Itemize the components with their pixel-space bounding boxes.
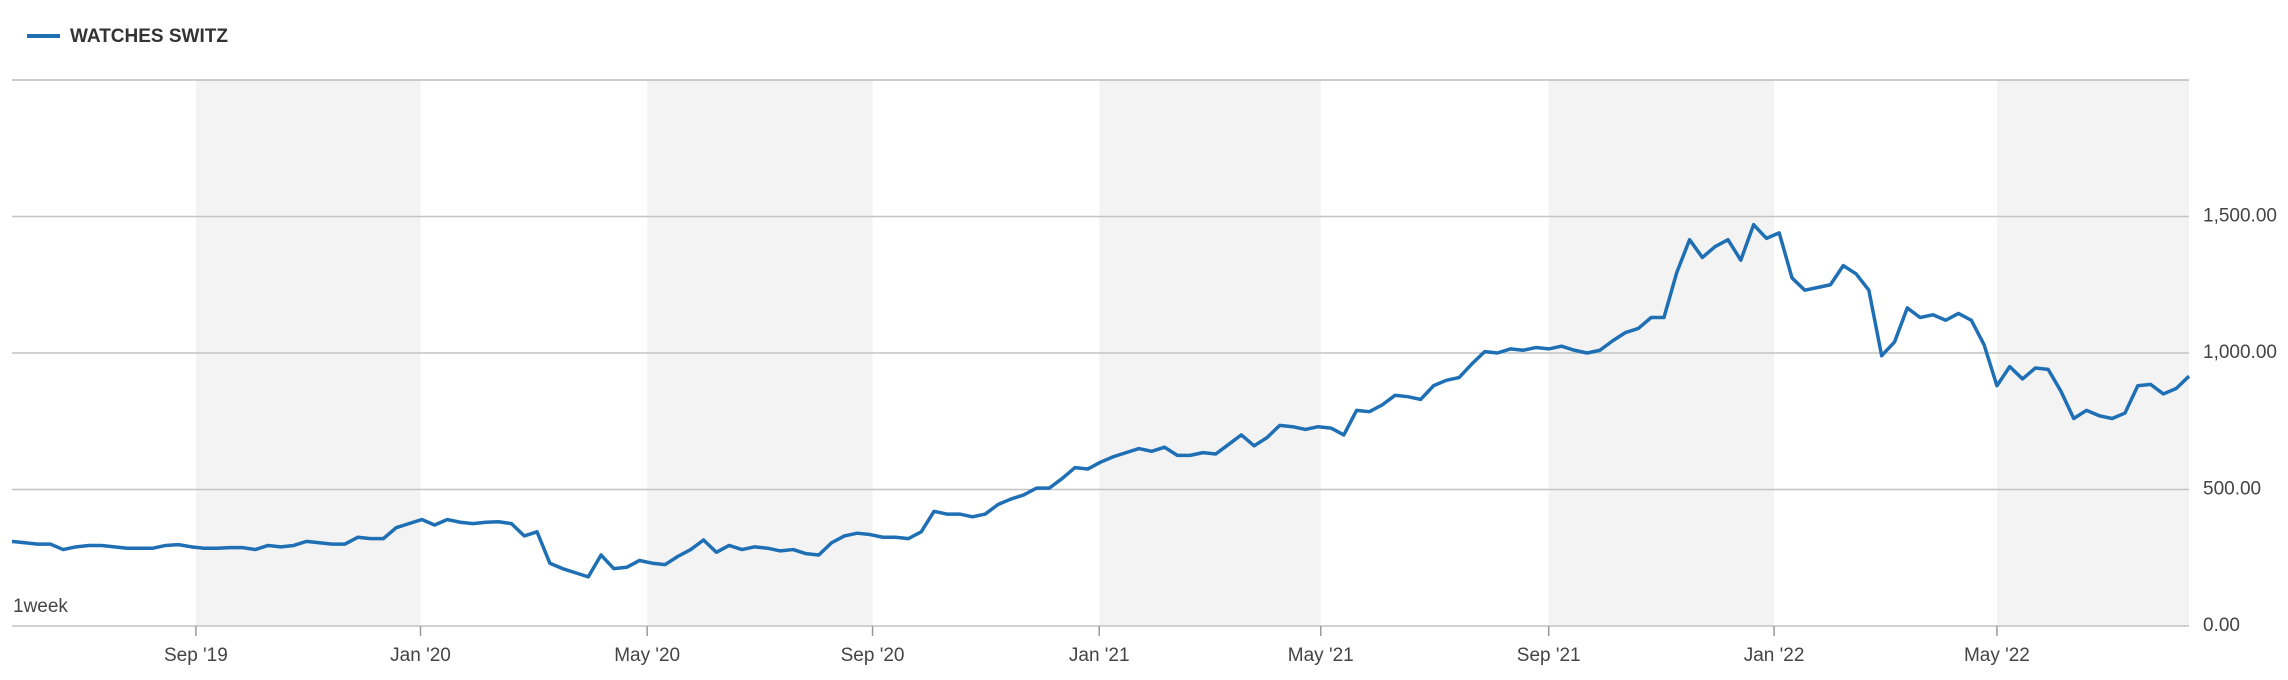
x-tick-label: May '22 xyxy=(1964,645,2030,666)
y-tick-label: 500.00 xyxy=(2203,479,2261,500)
x-tick-label: May '20 xyxy=(614,645,680,666)
x-tick-label: Jan '20 xyxy=(390,645,451,666)
x-tick-label: May '21 xyxy=(1288,645,1354,666)
y-tick-label: 1,000.00 xyxy=(2203,342,2277,363)
legend-label[interactable]: WATCHES SWITZ xyxy=(70,26,228,47)
x-tick-label: Sep '21 xyxy=(1517,645,1581,666)
x-tick-label: Sep '20 xyxy=(841,645,905,666)
y-tick-label: 0.00 xyxy=(2203,615,2240,636)
interval-label: 1week xyxy=(13,596,68,617)
data-line xyxy=(11,222,2191,579)
x-tick-label: Jan '21 xyxy=(1069,645,1130,666)
y-tick-label: 1,500.00 xyxy=(2203,206,2277,227)
x-tick-label: Jan '22 xyxy=(1744,645,1805,666)
x-tick-label: Sep '19 xyxy=(164,645,228,666)
